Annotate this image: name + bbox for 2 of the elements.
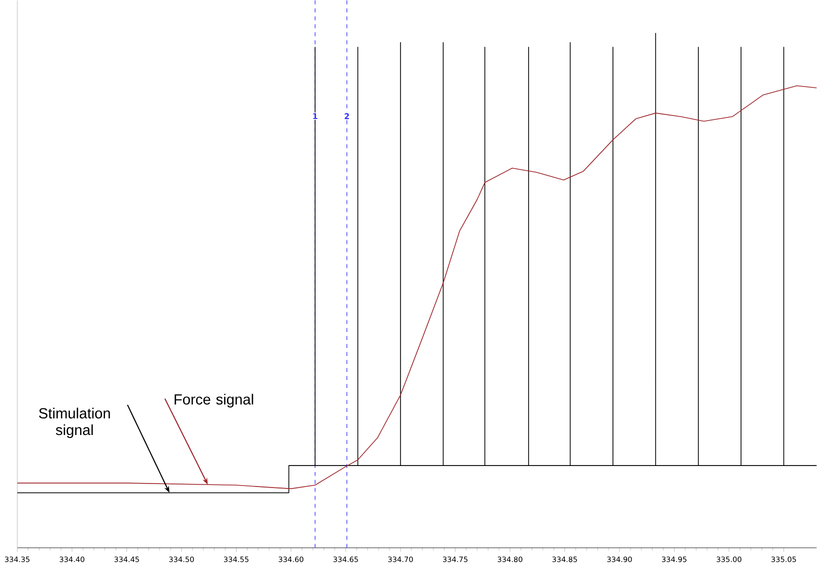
annotation: Stimulation signal [39,408,110,438]
annotation: Force signal [174,394,254,408]
